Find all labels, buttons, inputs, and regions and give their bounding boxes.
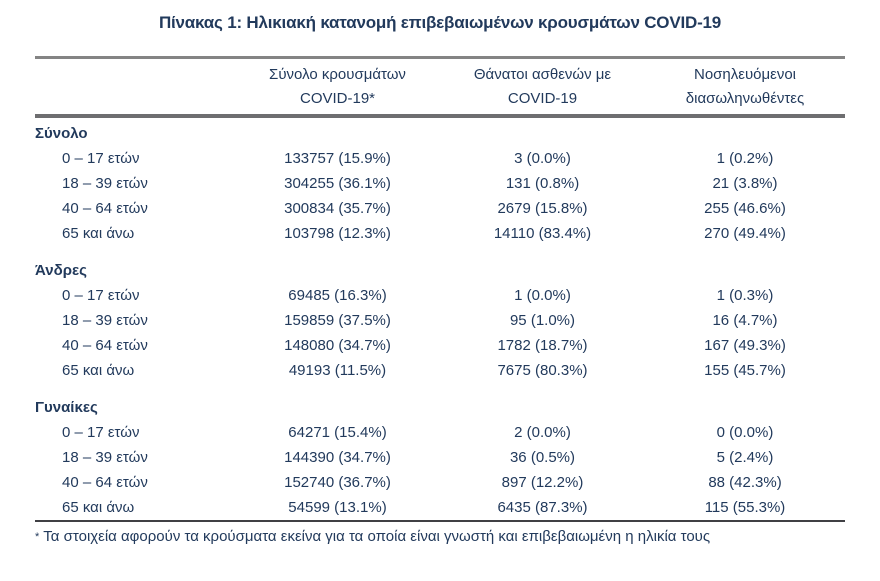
deaths-cell: 2 (0.0%) — [514, 424, 571, 441]
deaths-cell: 897 (12.2%) — [501, 474, 584, 491]
section-label-total: Σύνολο — [35, 125, 88, 142]
intubated-cell: 255 (46.6%) — [704, 200, 786, 217]
deaths-cell: 14110 (83.4%) — [493, 225, 592, 242]
table-row: 65 και άνω 103798 (12.3%) 14110 (83.4%) … — [35, 221, 845, 246]
deaths-cell: 2679 (15.8%) — [497, 200, 588, 217]
cases-cell: 144390 (34.7%) — [284, 449, 391, 466]
deaths-cell: 131 (0.8%) — [505, 175, 580, 192]
intubated-cell: 270 (49.4%) — [704, 225, 786, 242]
table-title: Πίνακας 1: Ηλικιακή κατανομή επιβεβαιωμέ… — [158, 13, 722, 32]
table-row: 0 – 17 ετών 69485 (16.3%) 1 (0.0%) 1 (0.… — [35, 283, 845, 308]
age-cell: 65 και άνω — [62, 225, 135, 242]
table-row: 40 – 64 ετών 300834 (35.7%) 2679 (15.8%)… — [35, 196, 845, 221]
age-cell: 18 – 39 ετών — [62, 449, 148, 466]
header-deaths: Θάνατοι ασθενών με COVID-19 — [440, 63, 645, 111]
age-cell: 65 και άνω — [62, 362, 135, 379]
table-row: 0 – 17 ετών 133757 (15.9%) 3 (0.0%) 1 (0… — [35, 146, 845, 171]
cases-cell: 159859 (37.5%) — [284, 312, 391, 329]
cases-cell: 152740 (36.7%) — [284, 474, 391, 491]
cases-cell: 64271 (15.4%) — [288, 424, 387, 441]
intubated-cell: 16 (4.7%) — [712, 312, 778, 329]
intubated-cell: 5 (2.4%) — [716, 449, 774, 466]
cases-cell: 300834 (35.7%) — [284, 200, 391, 217]
age-cell: 18 – 39 ετών — [62, 312, 148, 329]
age-cell: 40 – 64 ετών — [62, 474, 148, 491]
header-intubated-line2: διασωληνωθέντες — [685, 90, 805, 107]
cases-cell: 69485 (16.3%) — [288, 287, 387, 304]
table-row: 18 – 39 ετών 144390 (34.7%) 36 (0.5%) 5 … — [35, 445, 845, 470]
section-label-women: Γυναίκες — [35, 399, 98, 416]
deaths-cell: 95 (1.0%) — [509, 312, 576, 329]
table-row: 65 και άνω 49193 (11.5%) 7675 (80.3%) 15… — [35, 358, 845, 383]
section-label-men: Άνδρες — [35, 262, 87, 279]
header-total-cases-line2: COVID-19* — [299, 90, 376, 107]
age-cell: 18 – 39 ετών — [62, 175, 148, 192]
table-body: Σύνολο 0 – 17 ετών 133757 (15.9%) 3 (0.0… — [35, 118, 845, 520]
intubated-cell: 115 (55.3%) — [704, 499, 786, 516]
intubated-cell: 167 (49.3%) — [704, 337, 786, 354]
cases-cell: 148080 (34.7%) — [284, 337, 391, 354]
age-cell: 40 – 64 ετών — [62, 337, 148, 354]
table-row: 40 – 64 ετών 148080 (34.7%) 1782 (18.7%)… — [35, 333, 845, 358]
table-row: 40 – 64 ετών 152740 (36.7%) 897 (12.2%) … — [35, 470, 845, 495]
intubated-cell: 0 (0.0%) — [716, 424, 774, 441]
cases-cell: 49193 (11.5%) — [288, 362, 387, 379]
header-intubated: Νοσηλευόμενοι διασωληνωθέντες — [645, 63, 845, 111]
age-cell: 0 – 17 ετών — [62, 150, 140, 167]
footnote-text: Τα στοιχεία αφορούν τα κρούσματα εκείνα … — [43, 528, 711, 545]
footnote: * Τα στοιχεία αφορούν τα κρούσματα εκείνα… — [35, 520, 845, 547]
age-cell: 0 – 17 ετών — [62, 424, 140, 441]
header-total-cases: Σύνολο κρουσμάτων COVID-19* — [235, 63, 440, 111]
table-row: 18 – 39 ετών 304255 (36.1%) 131 (0.8%) 2… — [35, 171, 845, 196]
deaths-cell: 3 (0.0%) — [514, 150, 571, 167]
header-deaths-line2: COVID-19 — [507, 90, 578, 107]
age-cell: 0 – 17 ετών — [62, 287, 140, 304]
cases-cell: 54599 (13.1%) — [288, 499, 387, 516]
deaths-cell: 36 (0.5%) — [509, 449, 576, 466]
covid-age-distribution-table: Σύνολο κρουσμάτων COVID-19* Θάνατοι ασθε… — [35, 56, 845, 520]
deaths-cell: 1 (0.0%) — [514, 287, 571, 304]
header-intubated-line1: Νοσηλευόμενοι — [693, 66, 796, 83]
deaths-cell: 7675 (80.3%) — [497, 362, 588, 379]
intubated-cell: 21 (3.8%) — [712, 175, 778, 192]
table-row: 18 – 39 ετών 159859 (37.5%) 95 (1.0%) 16… — [35, 308, 845, 333]
table-row: 65 και άνω 54599 (13.1%) 6435 (87.3%) 11… — [35, 495, 845, 520]
table-header-row: Σύνολο κρουσμάτων COVID-19* Θάνατοι ασθε… — [35, 56, 845, 118]
deaths-cell: 6435 (87.3%) — [497, 499, 588, 516]
deaths-cell: 1782 (18.7%) — [497, 337, 588, 354]
age-cell: 40 – 64 ετών — [62, 200, 148, 217]
header-total-cases-line1: Σύνολο κρουσμάτων — [269, 66, 406, 83]
cases-cell: 304255 (36.1%) — [284, 175, 391, 192]
header-deaths-line1: Θάνατοι ασθενών με — [473, 66, 612, 83]
table-row: 0 – 17 ετών 64271 (15.4%) 2 (0.0%) 0 (0.… — [35, 420, 845, 445]
age-cell: 65 και άνω — [62, 499, 135, 516]
intubated-cell: 1 (0.3%) — [716, 287, 774, 304]
intubated-cell: 155 (45.7%) — [704, 362, 786, 379]
intubated-cell: 1 (0.2%) — [716, 150, 774, 167]
footnote-marker: * — [35, 531, 40, 543]
intubated-cell: 88 (42.3%) — [708, 474, 782, 491]
header-empty-cell — [35, 63, 235, 111]
cases-cell: 133757 (15.9%) — [284, 150, 391, 167]
cases-cell: 103798 (12.3%) — [284, 225, 391, 242]
